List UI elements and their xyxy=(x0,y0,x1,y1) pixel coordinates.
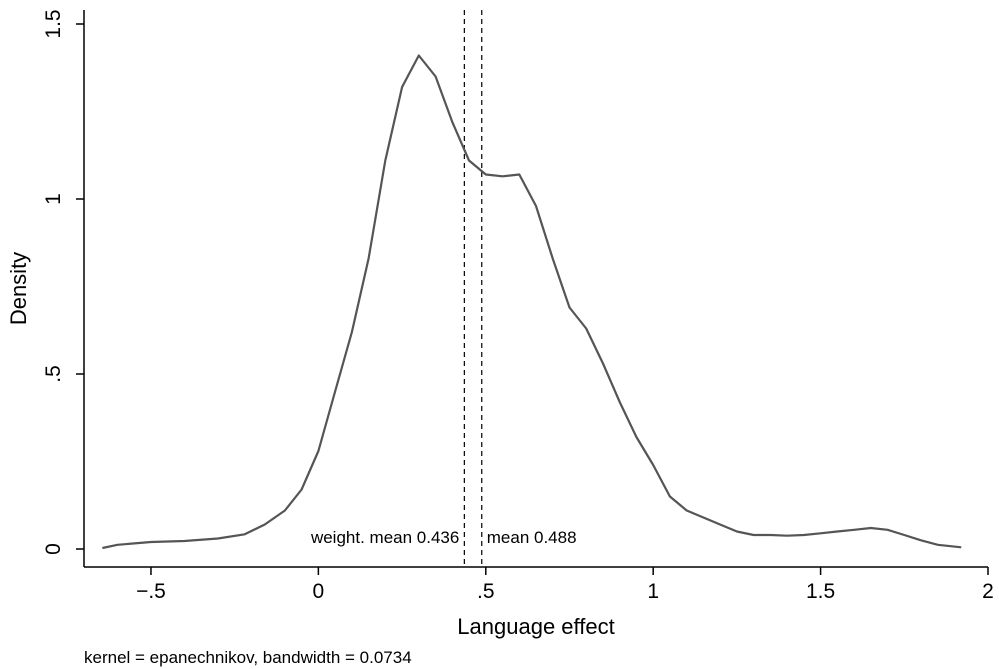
y-tick-label: 1.5 xyxy=(42,9,65,38)
x-axis-title: Language effect xyxy=(457,614,614,639)
reference-line-label: weight. mean 0.436 xyxy=(310,528,459,547)
density-series-line xyxy=(102,54,962,550)
x-tick-label: 2 xyxy=(982,580,994,603)
kernel-note: kernel = epanechnikov, bandwidth = 0.073… xyxy=(84,648,412,667)
y-axis-title: Density xyxy=(6,252,31,325)
x-tick-label: 0 xyxy=(313,580,325,603)
x-tick-label: 1 xyxy=(647,580,659,603)
y-tick-label: 0 xyxy=(42,543,65,555)
y-axis-ticks: 0 .5 1 1.5 xyxy=(42,9,84,555)
x-axis-ticks: −.5 0 .5 1 1.5 2 xyxy=(136,567,994,603)
x-tick-label: −.5 xyxy=(136,580,166,603)
y-tick-label: .5 xyxy=(42,365,65,383)
x-tick-label: 1.5 xyxy=(806,580,835,603)
reference-lines: weight. mean 0.436 mean 0.488 xyxy=(310,10,577,567)
x-tick-label: .5 xyxy=(477,580,495,603)
reference-line-label: mean 0.488 xyxy=(487,528,577,547)
axes xyxy=(83,10,988,568)
y-tick-label: 1 xyxy=(42,193,65,205)
